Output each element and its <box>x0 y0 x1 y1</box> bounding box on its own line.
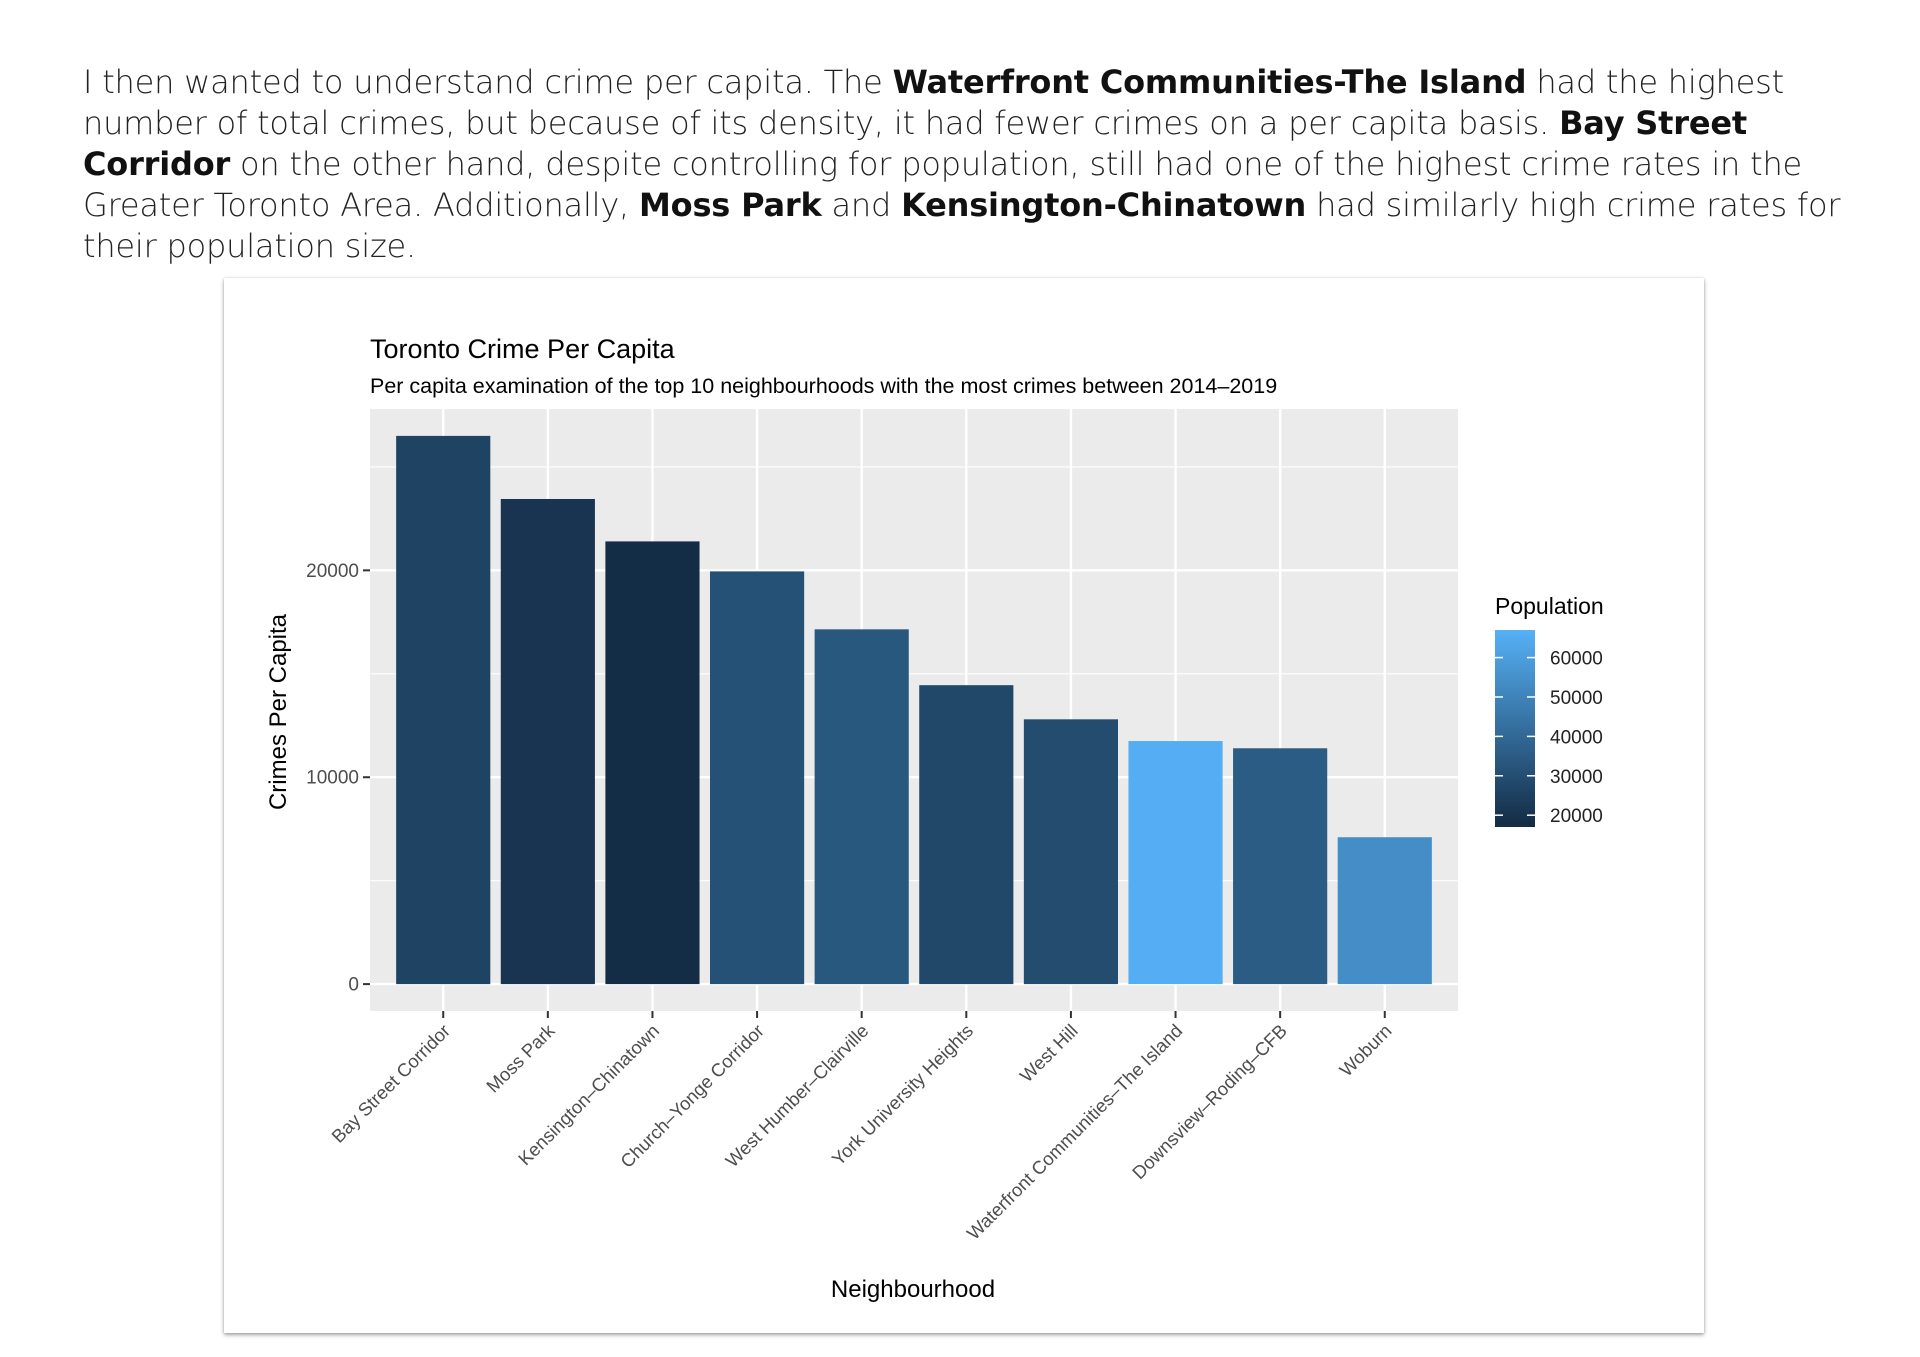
legend-title: Population <box>1495 593 1604 619</box>
bars <box>396 435 1432 985</box>
legend-tick-label: 20000 <box>1550 806 1603 827</box>
x-axis: Bay Street Corridor Moss ParkKensington–C… <box>327 1011 1396 1244</box>
bar-7 <box>1023 719 1118 985</box>
intro-text-2: had the highest number of total crimes, … <box>83 63 1784 142</box>
bar-chart: Toronto Crime Per Capita Per capita exam… <box>265 334 1604 1303</box>
x-tick-label: Woburn <box>1335 1020 1395 1080</box>
intro-text-4: and <box>821 186 902 224</box>
intro-text-1: I then wanted to understand crime per ca… <box>83 63 893 101</box>
intro-paragraph: I then wanted to understand crime per ca… <box>83 62 1873 267</box>
x-tick-label: Moss Park <box>482 1019 559 1096</box>
y-tick-label: 20000 <box>306 561 359 582</box>
y-tick-label: 10000 <box>306 768 359 789</box>
legend-tick-label: 50000 <box>1550 688 1603 709</box>
legend-colorbar <box>1495 630 1535 827</box>
y-axis: 0 10000 20000 <box>306 561 370 996</box>
intro-text-5: had similarly high crime rates for their… <box>83 186 1841 265</box>
x-tick-label: Bay Street Corridor <box>327 1020 454 1147</box>
intro-bold-kensington: Kensington-Chinatown <box>901 186 1307 224</box>
x-axis-label: Neighbourhood <box>831 1276 995 1303</box>
y-axis-label: Crimes Per Capita <box>265 613 292 810</box>
bar-8 <box>1128 741 1223 985</box>
bar-1 <box>396 435 491 985</box>
bar-3 <box>605 541 700 985</box>
intro-bold-bay-street: Bay Street Corridor <box>83 104 1747 183</box>
bar-5 <box>814 629 909 985</box>
chart-figure: Toronto Crime Per Capita Per capita exam… <box>224 278 1704 1333</box>
bar-4 <box>710 571 805 985</box>
legend-tick-label: 30000 <box>1550 767 1603 788</box>
x-tick-label: West Hill <box>1016 1020 1082 1086</box>
y-tick-label: 0 <box>348 975 359 996</box>
bar-6 <box>919 685 1014 985</box>
legend: Population 60000 50000 40000 30000 20000 <box>1495 593 1604 827</box>
chart-subtitle: Per capita examination of the top 10 nei… <box>370 374 1277 398</box>
intro-bold-waterfront: Waterfront Communities-The Island <box>892 63 1527 101</box>
legend-tick-label: 40000 <box>1550 727 1603 748</box>
intro-text-3: on the other hand, despite controlling f… <box>83 145 1803 224</box>
bar-2 <box>500 498 595 985</box>
bar-9 <box>1233 748 1328 985</box>
intro-bold-moss-park: Moss Park <box>639 186 822 224</box>
legend-tick-label: 60000 <box>1550 649 1603 670</box>
x-tick-label: Waterfront Communities–The Island <box>963 1020 1187 1244</box>
chart-title: Toronto Crime Per Capita <box>370 334 676 364</box>
bar-10 <box>1337 837 1432 985</box>
